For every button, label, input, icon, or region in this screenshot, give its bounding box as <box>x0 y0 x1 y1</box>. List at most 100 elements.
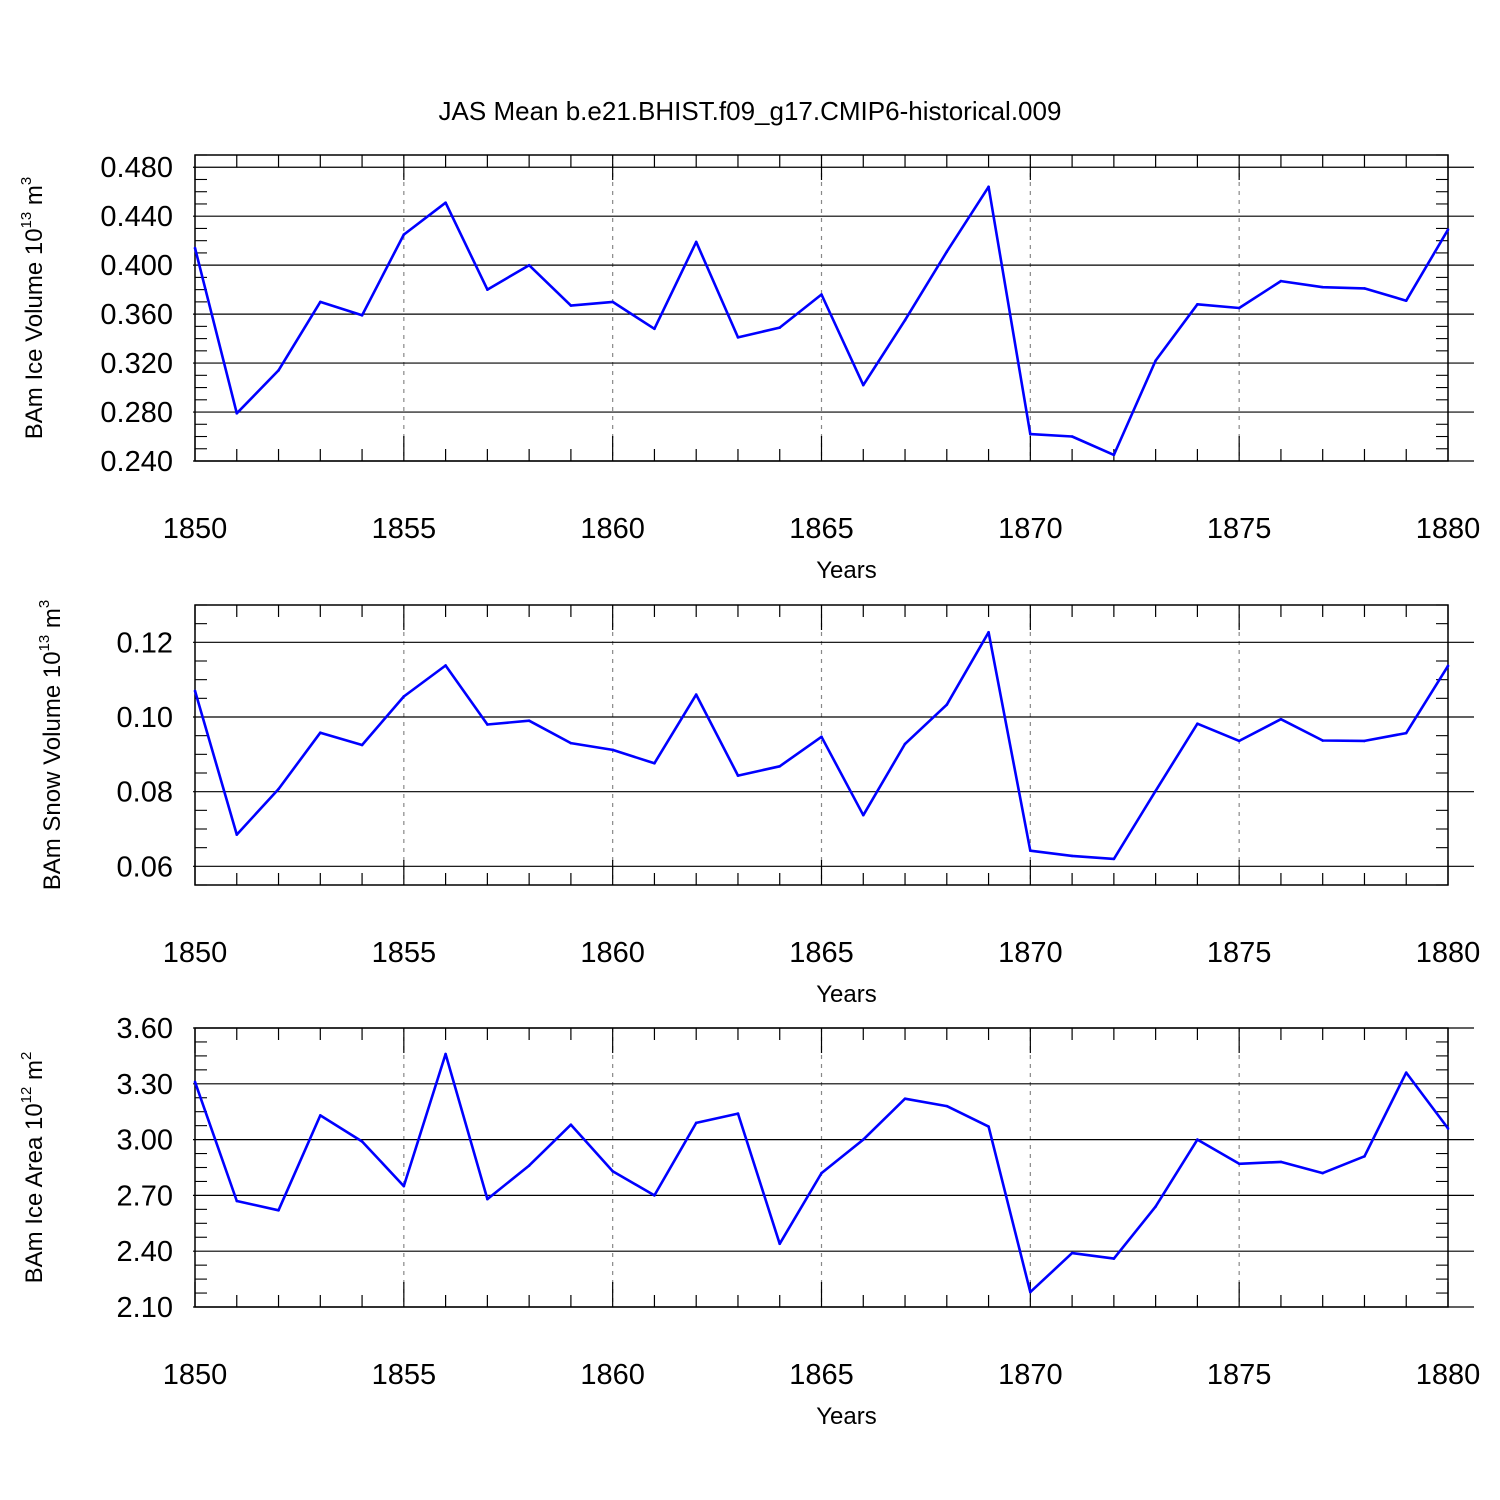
data-point <box>1196 722 1199 726</box>
data-point <box>1237 1162 1241 1166</box>
data-point <box>1112 453 1116 457</box>
y-axis-label-unit: m <box>39 608 66 635</box>
data-point <box>861 1138 865 1141</box>
x-tick-label: 1870 <box>998 937 1063 969</box>
data-point <box>1112 1257 1116 1260</box>
data-point <box>653 327 656 331</box>
data-point <box>1321 1171 1324 1175</box>
y-tick-label: 0.10 <box>117 702 173 734</box>
x-tick-label: 1870 <box>998 513 1063 545</box>
data-point <box>486 1197 489 1201</box>
data-point <box>1070 435 1074 438</box>
data-point <box>193 1080 197 1084</box>
data-point <box>319 300 322 304</box>
data-point <box>903 742 907 746</box>
x-tick-label: 1860 <box>580 1359 645 1391</box>
data-point <box>1029 1290 1032 1294</box>
data-point <box>1237 739 1241 743</box>
data-point <box>319 1114 322 1117</box>
data-point <box>1404 731 1408 735</box>
data-point <box>694 1121 698 1125</box>
data-point <box>486 288 489 291</box>
x-tick-label: 1855 <box>372 513 437 545</box>
y-axis-label: BAm Snow Volume 1013 m3 <box>36 600 66 891</box>
data-point <box>736 336 740 339</box>
y-axis-label-main: BAm Ice Volume 10 <box>21 228 48 439</box>
data-point <box>611 300 614 304</box>
data-point <box>1279 279 1283 283</box>
data-point <box>736 774 740 777</box>
data-point <box>653 1194 656 1197</box>
y-axis-label: BAm Ice Area 1012 m2 <box>18 1052 48 1284</box>
data-point <box>1070 854 1074 858</box>
y-tick-label: 0.440 <box>100 201 173 233</box>
panel-3: 2.10 2.40 2.70 3.00 3.30 3.60 1850 1855 1860 1865… <box>18 1013 1480 1430</box>
data-point <box>1363 1155 1366 1158</box>
y-tick-label: 3.60 <box>117 1013 173 1045</box>
y-tick-label: 0.08 <box>117 777 173 809</box>
data-point <box>861 813 865 817</box>
y-axis-label-unit: m <box>21 1060 48 1087</box>
data-point <box>1363 739 1366 743</box>
panel-1: 0.240 0.280 0.320 0.360 0.400 0.440 0.480 1850 1… <box>18 152 1480 584</box>
data-point <box>1446 664 1450 668</box>
data-point <box>402 233 406 236</box>
data-point <box>1446 228 1450 231</box>
data-point <box>444 664 447 667</box>
x-tick-label: 1850 <box>163 937 228 969</box>
data-point <box>277 1208 280 1212</box>
data-point <box>193 246 197 250</box>
data-point <box>360 314 364 317</box>
data-point <box>1029 432 1032 436</box>
data-point <box>569 304 573 307</box>
data-point <box>945 703 949 706</box>
data-point <box>569 741 573 745</box>
data-point <box>1404 299 1408 302</box>
y-axis-label-exp: 13 <box>36 635 53 652</box>
y-axis-label-unit-exp: 3 <box>36 600 53 608</box>
data-point <box>1154 1205 1157 1208</box>
x-tick-label: 1850 <box>163 513 228 545</box>
x-tick-label: 1850 <box>163 1359 228 1391</box>
data-point <box>903 1097 907 1100</box>
data-point <box>1196 1138 1199 1141</box>
data-point <box>736 1112 740 1115</box>
data-point <box>235 411 239 415</box>
data-point <box>778 1242 782 1246</box>
data-point <box>1279 717 1283 721</box>
data-point <box>277 787 280 791</box>
data-point <box>1196 303 1199 306</box>
data-point <box>1446 1127 1450 1130</box>
data-point <box>987 1125 990 1128</box>
y-tick-label: 0.280 <box>100 397 173 429</box>
y-tick-label: 2.10 <box>117 1292 173 1324</box>
x-tick-label: 1875 <box>1207 513 1272 545</box>
data-point <box>903 318 907 322</box>
data-point <box>861 383 865 387</box>
y-tick-label: 2.40 <box>117 1236 173 1268</box>
y-axis-label-unit-exp: 3 <box>18 177 35 185</box>
x-tick-label: 1865 <box>789 1359 854 1391</box>
data-point <box>1154 359 1157 362</box>
data-point <box>1112 857 1116 861</box>
data-point <box>319 731 322 734</box>
data-point <box>1237 306 1241 310</box>
y-tick-label: 0.480 <box>100 152 173 184</box>
data-point <box>486 723 489 726</box>
data-point <box>235 1199 239 1203</box>
data-point <box>444 201 447 205</box>
x-tick-label: 1860 <box>580 937 645 969</box>
data-point <box>694 693 698 696</box>
data-point <box>694 240 698 244</box>
x-tick-label: 1865 <box>789 513 854 545</box>
data-point <box>1404 1071 1408 1074</box>
y-axis-label-exp: 12 <box>18 1087 35 1104</box>
y-axis-label: BAm Ice Volume 1013 m3 <box>18 177 48 439</box>
x-tick-label: 1855 <box>372 1359 437 1391</box>
data-point <box>778 764 782 768</box>
data-point <box>945 250 949 253</box>
y-tick-label: 2.70 <box>117 1180 173 1212</box>
data-point <box>527 719 531 723</box>
y-tick-label: 0.360 <box>100 299 173 331</box>
